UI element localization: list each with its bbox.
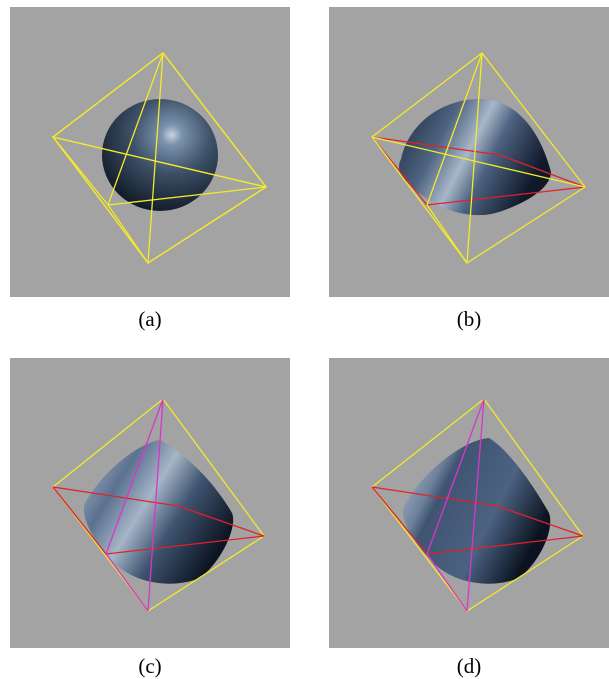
panel-a-image xyxy=(10,7,290,297)
octahedron-wireframe xyxy=(371,52,586,264)
panel-b-image xyxy=(329,7,609,297)
flattened-shape-render xyxy=(371,52,586,264)
caption-c: (c) xyxy=(138,654,162,678)
panel-c-image xyxy=(10,358,290,648)
tetrahedral-shape xyxy=(402,438,551,584)
rounded-tetrahedron-render xyxy=(52,398,265,612)
octahedron-wireframe xyxy=(52,398,265,612)
sphere-render xyxy=(51,52,268,264)
octahedron-wireframe xyxy=(51,52,268,264)
sphere-shape xyxy=(102,99,218,211)
tetrahedron-render xyxy=(371,398,584,612)
caption-b: (b) xyxy=(456,307,482,331)
octahedron-wireframe xyxy=(371,398,584,612)
rounded-shape xyxy=(83,440,234,584)
panel-d-image xyxy=(329,358,609,648)
caption-a: (a) xyxy=(138,307,162,331)
caption-d: (d) xyxy=(456,654,482,678)
